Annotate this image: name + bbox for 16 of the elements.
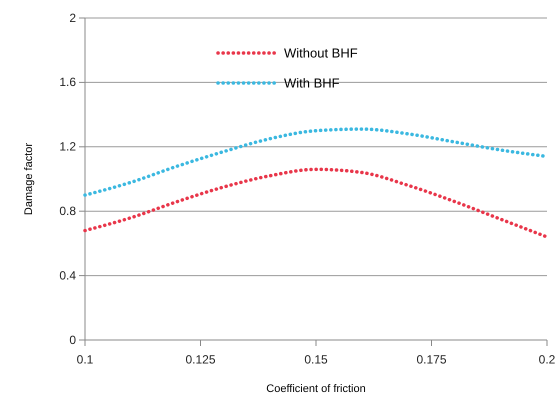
legend-label: Without BHF (284, 46, 358, 61)
y-tick-label: 0 (69, 332, 76, 347)
y-tick-label: 1.6 (59, 75, 76, 90)
y-tick-label: 2 (69, 10, 76, 25)
x-tick-label: 0.125 (185, 352, 216, 366)
x-tick-label: 0.15 (304, 352, 328, 366)
x-axis-title: Coefficient of friction (266, 383, 366, 395)
y-tick-label: 0.8 (59, 204, 76, 218)
x-tick-label: 0.1 (76, 352, 94, 366)
legend-label: With BHF (284, 76, 340, 91)
x-tick-label: 0.175 (416, 352, 447, 366)
y-tick-label: 1.2 (59, 140, 76, 154)
y-axis-title: Damage factor (23, 142, 35, 216)
x-tick-label: 0.2 (538, 352, 555, 366)
line-series (83, 168, 549, 239)
y-tick-label: 0.4 (59, 268, 76, 282)
